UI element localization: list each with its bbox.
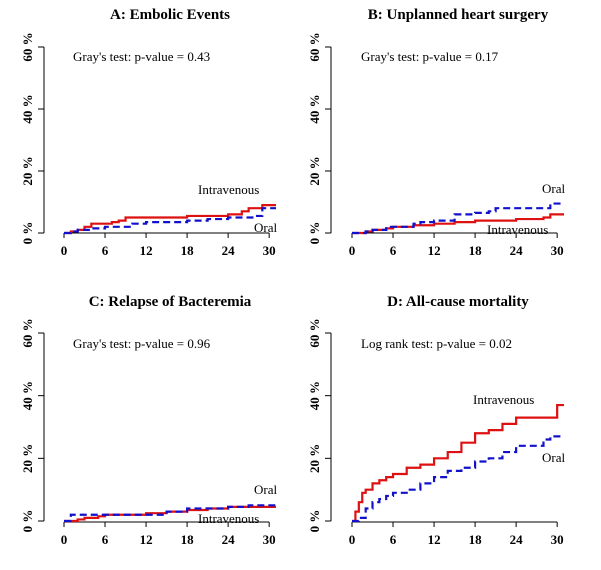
y-tick-label: 20 % (307, 156, 322, 185)
series-line-oral (352, 202, 564, 235)
series-label-intravenous: Intravenous (473, 392, 534, 407)
panel-title: A: Embolic Events (110, 7, 230, 23)
x-tick-label: 24 (222, 532, 236, 547)
x-tick-label: 6 (102, 243, 109, 258)
series-label-intravenous: Intravenous (487, 222, 548, 237)
x-tick-label: 18 (181, 532, 195, 547)
x-tick-label: 12 (428, 532, 441, 547)
x-tick-label: 24 (222, 243, 236, 258)
y-tick-label: 0 % (20, 510, 35, 533)
y-tick-label: 20 % (20, 444, 35, 473)
panel-title: D: All-cause mortality (387, 294, 529, 310)
x-tick-label: 30 (551, 532, 564, 547)
series-label-oral: Oral (254, 220, 277, 235)
panel-title: B: Unplanned heart surgery (368, 7, 549, 23)
x-tick-label: 18 (181, 243, 195, 258)
test-annotation: Gray's test: p-value = 0.17 (361, 49, 499, 64)
panel-3: C: Relapse of Bacteremia Gray's test: p-v… (20, 294, 277, 547)
series-label-intravenous: Intravenous (198, 182, 259, 197)
x-tick-label: 24 (510, 243, 524, 258)
x-tick-label: 18 (469, 243, 483, 258)
x-tick-label: 30 (551, 243, 564, 258)
panel-1: A: Embolic Events Gray's test: p-value = … (20, 7, 277, 258)
y-tick-label: 40 % (307, 381, 322, 410)
series-label-oral: Oral (254, 482, 277, 497)
x-tick-label: 30 (263, 532, 276, 547)
x-tick-label: 0 (61, 243, 68, 258)
x-tick-label: 6 (390, 243, 397, 258)
y-tick-label: 40 % (20, 94, 35, 123)
y-tick-label: 20 % (20, 156, 35, 185)
y-tick-label: 0 % (307, 222, 322, 245)
y-tick-label: 60 % (307, 32, 322, 61)
x-tick-label: 12 (428, 243, 441, 258)
y-tick-label: 40 % (307, 94, 322, 123)
test-annotation: Gray's test: p-value = 0.43 (73, 49, 210, 64)
series-label-oral: Oral (542, 181, 565, 196)
series-label-intravenous: Intravenous (198, 511, 259, 526)
series-line-intravenous (352, 403, 564, 523)
x-tick-label: 6 (390, 532, 397, 547)
test-annotation: Log rank test: p-value = 0.02 (361, 336, 512, 351)
series-line-oral (64, 207, 276, 235)
x-tick-label: 6 (102, 532, 109, 547)
y-tick-label: 0 % (307, 510, 322, 533)
y-tick-label: 40 % (20, 381, 35, 410)
y-tick-label: 60 % (307, 318, 322, 347)
panel-4: D: All-cause mortality Log rank test: p-v… (307, 294, 565, 547)
x-tick-label: 18 (469, 532, 483, 547)
x-tick-label: 30 (263, 243, 276, 258)
panel-2: B: Unplanned heart surgery Gray's test: p… (307, 7, 565, 258)
x-tick-label: 0 (349, 532, 356, 547)
series-line-oral (64, 504, 276, 523)
panel-title: C: Relapse of Bacteremia (89, 294, 252, 310)
x-tick-label: 0 (349, 243, 356, 258)
series-label-oral: Oral (542, 450, 565, 465)
y-tick-label: 60 % (20, 318, 35, 347)
y-tick-label: 20 % (307, 444, 322, 473)
y-tick-label: 0 % (20, 222, 35, 245)
y-tick-label: 60 % (20, 32, 35, 61)
x-tick-label: 12 (140, 243, 153, 258)
x-tick-label: 0 (61, 532, 68, 547)
test-annotation: Gray's test: p-value = 0.96 (73, 336, 211, 351)
x-tick-label: 24 (510, 532, 524, 547)
series-line-oral (352, 435, 564, 523)
x-tick-label: 12 (140, 532, 153, 547)
